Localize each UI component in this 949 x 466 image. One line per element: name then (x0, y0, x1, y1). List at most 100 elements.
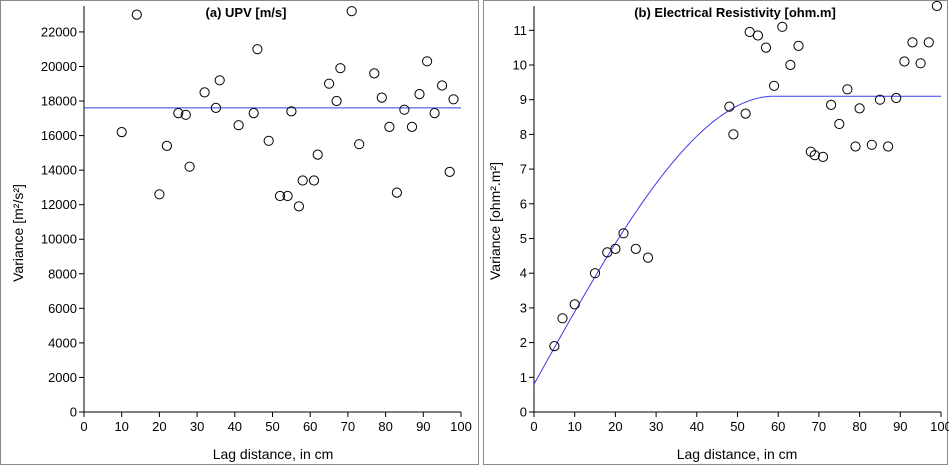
resistivity-data-point (557, 313, 568, 324)
upv-data-point (173, 108, 184, 119)
resistivity-data-point (549, 341, 560, 352)
upv-x-tick-label: 100 (450, 419, 472, 434)
resistivity-y-tick-label: 2 (520, 335, 527, 350)
upv-data-point (214, 75, 225, 86)
upv-data-point (406, 121, 418, 133)
upv-data-point (252, 44, 263, 55)
resistivity-data-point (589, 268, 601, 279)
panel-upv-frame (0, 0, 479, 465)
panel-upv-points (116, 6, 459, 212)
upv-x-tick-label: 90 (416, 419, 430, 434)
resistivity-data-point (740, 108, 751, 119)
upv-data-point (263, 135, 274, 146)
resistivity-x-tick-label: 90 (893, 419, 907, 434)
resistivity-y-tick-label: 7 (520, 162, 527, 177)
resistivity-x-tick-label: 60 (771, 419, 785, 434)
resistivity-data-point (769, 80, 780, 91)
resistivity-data-point (760, 42, 772, 53)
upv-data-point (422, 56, 433, 67)
upv-x-tick-label: 50 (265, 419, 279, 434)
upv-x-tick-label: 40 (228, 419, 242, 434)
panel-resistivity-frame (483, 0, 948, 465)
resistivity-y-tick-label: 8 (520, 127, 527, 142)
upv-data-point (354, 139, 365, 150)
panel-upv: (a) UPV [m/s] Lag distance, in cm Varian… (0, 0, 479, 465)
upv-y-tick-label: 2000 (48, 370, 77, 385)
upv-data-point (233, 120, 244, 131)
resistivity-data-point (569, 299, 580, 310)
upv-data-point (437, 80, 448, 91)
upv-data-point (210, 102, 221, 114)
resistivity-data-point (724, 101, 735, 112)
upv-y-tick-label: 14000 (41, 163, 77, 178)
upv-y-tick-label: 18000 (41, 94, 77, 109)
upv-data-point (324, 78, 335, 89)
panel-resistivity-points (549, 0, 943, 352)
upv-y-tick-label: 6000 (48, 301, 77, 316)
panel-resistivity-title: (b) Electrical Resistivity [ohm.m] (634, 5, 836, 20)
resistivity-data-point (618, 228, 629, 239)
panel-upv-xlabel: Lag distance, in cm (213, 446, 334, 462)
resistivity-y-tick-label: 0 (520, 405, 527, 420)
resistivity-data-point (809, 150, 820, 161)
upv-x-tick-label: 10 (114, 419, 128, 434)
resistivity-data-point (854, 103, 865, 114)
resistivity-y-tick-label: 5 (520, 231, 527, 246)
resistivity-data-point (891, 92, 902, 104)
resistivity-data-point (907, 37, 918, 48)
resistivity-x-tick-label: 0 (530, 419, 537, 434)
upv-data-point (448, 94, 459, 105)
panel-resistivity: (b) Electrical Resistivity [ohm.m] Lag d… (483, 0, 949, 465)
resistivity-data-point (834, 118, 845, 130)
panel-resistivity-ylabel: Variance [ohm².m²] (487, 162, 503, 280)
resistivity-data-point (793, 40, 804, 52)
resistivity-x-tick-label: 80 (852, 419, 866, 434)
upv-data-point (369, 68, 380, 79)
upv-data-point (414, 89, 425, 100)
upv-x-tick-label: 20 (152, 419, 166, 434)
upv-data-point (274, 190, 286, 202)
resistivity-data-point (850, 141, 861, 152)
upv-x-tick-label: 70 (341, 419, 355, 434)
upv-data-point (335, 63, 346, 74)
upv-x-tick-label: 60 (303, 419, 317, 434)
resistivity-data-point (866, 139, 877, 150)
upv-y-tick-label: 8000 (48, 266, 77, 281)
upv-data-point (376, 92, 387, 103)
upv-data-point (161, 140, 172, 151)
resistivity-x-tick-label: 10 (567, 419, 581, 434)
upv-data-point (444, 166, 455, 177)
resistivity-y-tick-label: 10 (513, 57, 527, 72)
resistivity-x-tick-label: 20 (608, 419, 622, 434)
upv-y-tick-label: 20000 (41, 59, 77, 74)
upv-data-point (312, 149, 323, 160)
resistivity-data-point (817, 151, 829, 162)
panel-resistivity-axes: 0 10 20 30 40 50 60 70 80 90 100 0 1 2 3 4 5 6 7 8 9 10 11 (513, 6, 949, 434)
upv-y-tick-label: 0 (70, 405, 77, 420)
upv-data-point (199, 87, 210, 98)
resistivity-data-point (842, 84, 853, 95)
upv-data-point (248, 108, 259, 119)
panel-resistivity-xlabel: Lag distance, in cm (677, 446, 798, 462)
resistivity-x-tick-label: 100 (930, 419, 949, 434)
resistivity-y-tick-label: 3 (520, 300, 527, 315)
upv-data-point (331, 95, 342, 107)
upv-y-tick-label: 12000 (41, 197, 77, 212)
panel-upv-ylabel: Variance [m²/s²] (10, 184, 26, 282)
panel-upv-title: (a) UPV [m/s] (206, 5, 287, 20)
upv-data-point (399, 104, 410, 115)
upv-x-tick-label: 0 (80, 419, 87, 434)
upv-x-tick-label: 30 (190, 419, 204, 434)
upv-data-point (131, 9, 142, 20)
upv-y-tick-label: 10000 (41, 232, 77, 247)
upv-data-point (308, 175, 320, 186)
resistivity-x-tick-label: 40 (690, 419, 704, 434)
upv-y-tick-label: 16000 (41, 128, 77, 143)
upv-data-point (180, 109, 191, 120)
upv-y-tick-label: 22000 (41, 24, 77, 39)
resistivity-x-tick-label: 70 (812, 419, 826, 434)
upv-y-tick-label: 4000 (48, 335, 77, 350)
upv-data-point (429, 108, 440, 119)
resistivity-data-point (728, 129, 739, 140)
resistivity-data-point (785, 59, 796, 71)
